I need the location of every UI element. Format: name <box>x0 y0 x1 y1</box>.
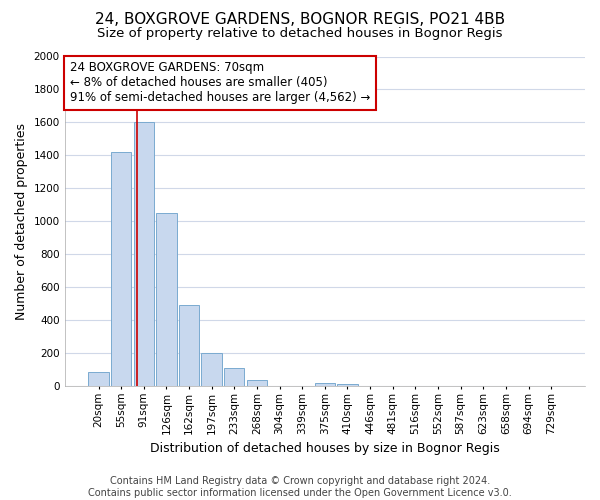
Bar <box>179 306 199 386</box>
Bar <box>337 384 358 386</box>
Y-axis label: Number of detached properties: Number of detached properties <box>15 122 28 320</box>
Text: 24 BOXGROVE GARDENS: 70sqm
← 8% of detached houses are smaller (405)
91% of semi: 24 BOXGROVE GARDENS: 70sqm ← 8% of detac… <box>70 62 370 104</box>
Bar <box>111 152 131 386</box>
Bar <box>314 382 335 386</box>
Text: Size of property relative to detached houses in Bognor Regis: Size of property relative to detached ho… <box>97 28 503 40</box>
Bar <box>156 213 176 386</box>
Text: Contains HM Land Registry data © Crown copyright and database right 2024.
Contai: Contains HM Land Registry data © Crown c… <box>88 476 512 498</box>
Text: 24, BOXGROVE GARDENS, BOGNOR REGIS, PO21 4BB: 24, BOXGROVE GARDENS, BOGNOR REGIS, PO21… <box>95 12 505 28</box>
Bar <box>224 368 244 386</box>
Bar <box>88 372 109 386</box>
Bar <box>134 122 154 386</box>
X-axis label: Distribution of detached houses by size in Bognor Regis: Distribution of detached houses by size … <box>150 442 500 455</box>
Bar <box>202 353 222 386</box>
Bar <box>247 380 267 386</box>
